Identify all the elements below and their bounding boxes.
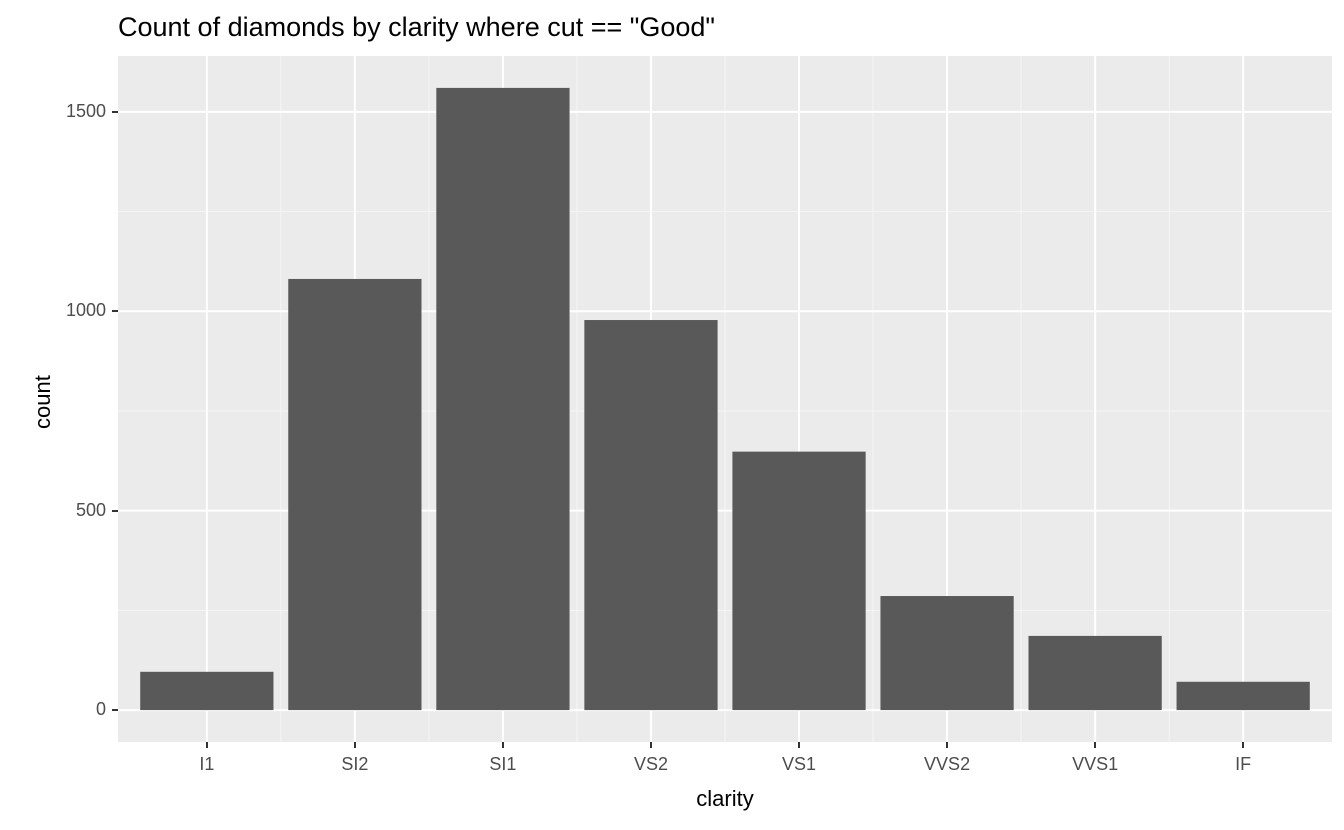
x-tick-mark [650,742,652,748]
x-tick-mark [502,742,504,748]
x-tick-mark [1242,742,1244,748]
y-axis-label: count [30,375,56,429]
x-tick-mark [798,742,800,748]
chart-panel [118,56,1332,742]
bar [1177,682,1310,710]
bar [140,672,273,710]
y-tick-label: 1000 [66,300,106,321]
x-tick-label: IF [1235,754,1251,775]
bar [1029,636,1162,710]
chart-title: Count of diamonds by clarity where cut =… [118,12,715,43]
y-tick-mark [112,510,118,512]
x-axis-label: clarity [696,786,753,812]
x-tick-mark [206,742,208,748]
x-tick-mark [1094,742,1096,748]
x-tick-mark [354,742,356,748]
bar [288,279,421,710]
y-tick-label: 0 [96,699,106,720]
bar [732,452,865,710]
x-tick-label: VVS2 [924,754,970,775]
x-tick-label: VVS1 [1072,754,1118,775]
x-tick-mark [946,742,948,748]
x-tick-label: SI2 [341,754,368,775]
bar [436,88,569,710]
y-tick-mark [112,310,118,312]
y-tick-mark [112,111,118,113]
x-tick-label: SI1 [489,754,516,775]
y-tick-label: 1500 [66,101,106,122]
x-tick-label: VS1 [782,754,816,775]
x-tick-label: I1 [199,754,214,775]
bar [584,320,717,710]
y-tick-label: 500 [76,500,106,521]
bar [880,596,1013,710]
y-tick-mark [112,709,118,711]
x-tick-label: VS2 [634,754,668,775]
